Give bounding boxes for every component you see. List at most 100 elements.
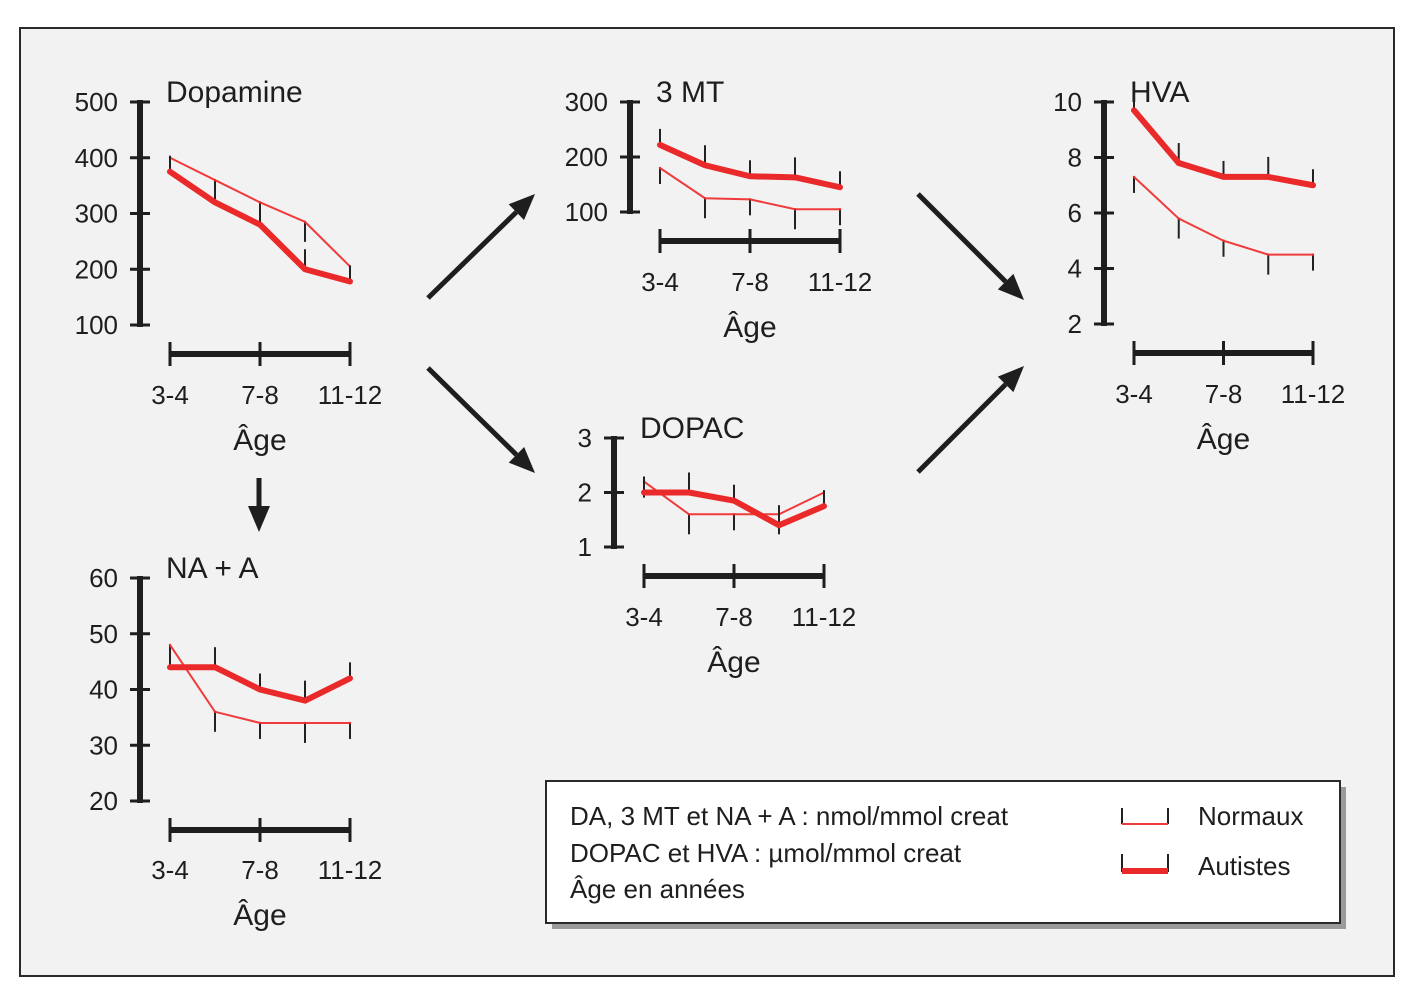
y-tick-label: 30 bbox=[89, 730, 118, 760]
data-point-autistes bbox=[167, 664, 173, 670]
legend-label-normaux: Normaux bbox=[1198, 801, 1303, 831]
data-point-autistes bbox=[747, 173, 753, 179]
data-point-autistes bbox=[1310, 182, 1316, 188]
y-tick-label: 40 bbox=[89, 675, 118, 705]
y-tick-label: 50 bbox=[89, 619, 118, 649]
data-point-autistes bbox=[1131, 107, 1137, 113]
x-tick-label: 11-12 bbox=[1281, 379, 1346, 409]
x-tick-label: 3-4 bbox=[1115, 379, 1153, 409]
data-point-autistes bbox=[1265, 174, 1271, 180]
data-point-normaux bbox=[658, 166, 662, 170]
x-axis-title: Âge bbox=[723, 311, 776, 344]
data-point-normaux bbox=[1311, 253, 1315, 256]
data-point-normaux bbox=[703, 197, 707, 200]
x-axis-title: Âge bbox=[707, 646, 760, 679]
chart-title: HVA bbox=[1130, 76, 1189, 109]
y-tick-label: 20 bbox=[89, 786, 118, 816]
data-point-normaux bbox=[348, 721, 352, 725]
chart-dopac: DOPAC 1 2 3 3-4 7-8 11-12 Âge bbox=[578, 412, 857, 679]
x-tick-label: 11-12 bbox=[318, 855, 383, 885]
arrow-3mt-to-hva bbox=[916, 192, 1024, 300]
legend-label-autistes: Autistes bbox=[1198, 851, 1291, 881]
data-point-autistes bbox=[1176, 160, 1182, 166]
x-tick-label: 7-8 bbox=[241, 855, 279, 885]
arrow-dopac-to-hva bbox=[916, 366, 1024, 474]
y-tick-label: 100 bbox=[75, 310, 118, 340]
data-point-autistes bbox=[1221, 174, 1226, 180]
legend-units-line-2: DOPAC et HVA : µmol/mmol creat bbox=[570, 838, 962, 868]
data-point-autistes bbox=[776, 522, 782, 528]
data-point-normaux bbox=[303, 220, 307, 224]
y-tick-label: 10 bbox=[1053, 87, 1082, 117]
legend-box bbox=[545, 780, 1341, 924]
data-point-autistes bbox=[212, 199, 218, 205]
data-point-normaux bbox=[1222, 239, 1225, 242]
data-point-autistes bbox=[302, 698, 308, 704]
x-axis-title: Âge bbox=[1197, 423, 1250, 456]
data-point-autistes bbox=[837, 184, 843, 190]
y-tick-label: 400 bbox=[75, 143, 118, 173]
chart-3mt: 3 MT 100 200 300 3-4 7-8 11-12 Âge bbox=[565, 76, 873, 344]
data-point-normaux bbox=[213, 710, 217, 713]
y-tick-label: 6 bbox=[1068, 198, 1082, 228]
data-point-normaux bbox=[687, 513, 691, 516]
y-tick-label: 300 bbox=[75, 199, 118, 229]
y-tick-label: 2 bbox=[1068, 309, 1082, 339]
y-tick-label: 200 bbox=[565, 142, 608, 172]
data-point-normaux bbox=[168, 643, 172, 647]
data-point-normaux bbox=[258, 201, 262, 204]
chart-hva: HVA 2 4 6 8 10 3-4 7-8 11-12 Âge bbox=[1053, 76, 1345, 456]
data-point-autistes bbox=[657, 142, 663, 148]
chart-title: Dopamine bbox=[166, 76, 303, 109]
y-tick-label: 200 bbox=[75, 254, 118, 284]
x-tick-label: 7-8 bbox=[731, 267, 769, 297]
data-point-normaux bbox=[748, 198, 752, 201]
y-tick-label: 4 bbox=[1068, 254, 1082, 284]
data-point-normaux bbox=[732, 513, 736, 516]
data-point-autistes bbox=[347, 675, 353, 681]
legend-units-line-1: DA, 3 MT et NA + A : nmol/mmol creat bbox=[570, 801, 1009, 831]
chart-dopamine: Dopamine 100 200 300 400 500 3-4 7-8 11-12 Âge bbox=[75, 76, 383, 457]
data-point-autistes bbox=[731, 498, 737, 504]
data-point-normaux bbox=[1177, 217, 1180, 220]
arrows-layer bbox=[248, 192, 1024, 532]
legend-swatch-normaux bbox=[1121, 808, 1169, 825]
x-axis-title: Âge bbox=[233, 899, 286, 932]
data-point-normaux bbox=[793, 208, 797, 211]
data-point-autistes bbox=[212, 664, 218, 670]
data-point-autistes bbox=[821, 503, 827, 509]
x-tick-label: 7-8 bbox=[241, 380, 279, 410]
x-tick-label: 7-8 bbox=[715, 602, 753, 632]
y-tick-label: 8 bbox=[1068, 143, 1082, 173]
x-tick-label: 3-4 bbox=[641, 267, 679, 297]
x-tick-label: 3-4 bbox=[151, 380, 189, 410]
data-point-autistes bbox=[167, 169, 173, 175]
data-point-normaux bbox=[1132, 175, 1136, 179]
y-tick-label: 1 bbox=[578, 532, 592, 562]
y-tick-label: 60 bbox=[89, 563, 118, 593]
y-tick-label: 300 bbox=[565, 87, 608, 117]
legend: DA, 3 MT et NA + A : nmol/mmol creat DOP… bbox=[545, 780, 1346, 929]
chart-title: DOPAC bbox=[640, 412, 744, 445]
x-tick-label: 11-12 bbox=[318, 380, 383, 410]
chart-naa: NA + A 20 30 40 50 60 3-4 7-8 11-12 Âge bbox=[89, 552, 382, 932]
y-tick-label: 2 bbox=[578, 478, 592, 508]
data-point-normaux bbox=[303, 721, 307, 725]
x-tick-label: 3-4 bbox=[151, 855, 189, 885]
data-point-normaux bbox=[213, 178, 217, 182]
data-point-autistes bbox=[702, 162, 708, 168]
y-tick-label: 500 bbox=[75, 87, 118, 117]
data-point-autistes bbox=[257, 687, 263, 692]
chart-title: NA + A bbox=[166, 552, 259, 585]
chart-title: 3 MT bbox=[656, 76, 724, 109]
data-point-autistes bbox=[686, 490, 692, 495]
arrow-dopamine-to-naa bbox=[248, 478, 270, 532]
x-tick-label: 11-12 bbox=[808, 267, 873, 297]
data-point-autistes bbox=[302, 266, 308, 272]
data-point-normaux bbox=[258, 721, 262, 725]
data-point-normaux bbox=[838, 208, 842, 211]
x-tick-label: 11-12 bbox=[792, 602, 857, 632]
x-tick-label: 3-4 bbox=[625, 602, 663, 632]
data-point-autistes bbox=[641, 490, 647, 495]
